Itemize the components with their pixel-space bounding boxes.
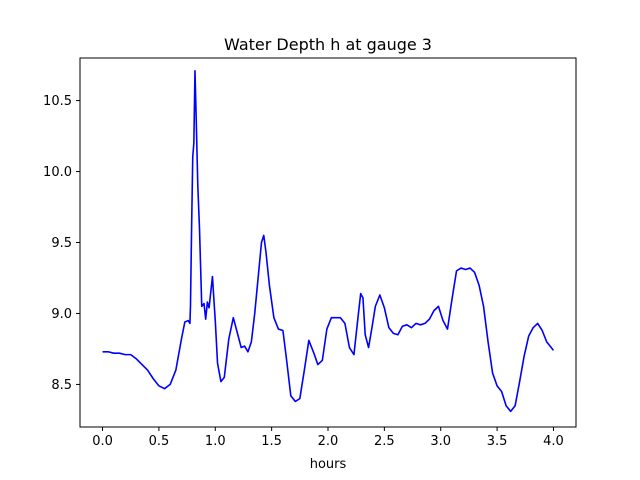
x-tick-label: 1.5 — [261, 434, 282, 449]
x-tick-label: 3.0 — [430, 434, 451, 449]
x-tick-label: 1.0 — [205, 434, 226, 449]
chart-title: Water Depth h at gauge 3 — [224, 35, 432, 54]
x-tick-label: 2.5 — [374, 434, 395, 449]
y-tick-label: 8.5 — [51, 378, 72, 393]
y-tick-label: 10.5 — [43, 94, 72, 109]
water-depth-line — [102, 69, 555, 413]
x-axis-label: hours — [310, 457, 347, 472]
x-tick-label: 0.0 — [92, 434, 113, 449]
y-axis-ticks: 8.5 9.0 9.5 10.0 10.5 — [43, 94, 80, 393]
axes-frame — [79, 57, 577, 428]
x-tick-label: 2.0 — [318, 434, 339, 449]
x-tick-label: 4.0 — [543, 434, 564, 449]
x-tick-label: 0.5 — [149, 434, 170, 449]
y-tick-label: 10.0 — [43, 165, 72, 180]
plot-area — [102, 69, 555, 413]
y-tick-label: 9.5 — [51, 236, 72, 251]
x-tick-label: 3.5 — [487, 434, 508, 449]
x-axis-ticks: 0.0 0.5 1.0 1.5 2.0 2.5 3.0 3.5 4.0 — [92, 427, 564, 449]
y-tick-label: 9.0 — [51, 307, 72, 322]
